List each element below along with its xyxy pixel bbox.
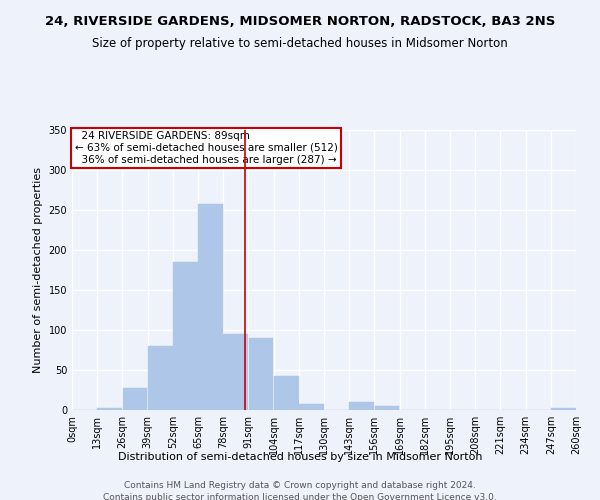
Bar [374,406,400,410]
Bar [349,402,374,410]
Bar [198,204,223,410]
Text: 24, RIVERSIDE GARDENS, MIDSOMER NORTON, RADSTOCK, BA3 2NS: 24, RIVERSIDE GARDENS, MIDSOMER NORTON, … [45,15,555,28]
Text: Contains HM Land Registry data © Crown copyright and database right 2024.: Contains HM Land Registry data © Crown c… [124,481,476,490]
Bar [551,408,576,410]
Bar [299,404,324,410]
Bar [97,408,122,410]
Bar [248,338,274,410]
Bar [223,334,248,410]
Bar [148,346,173,410]
Text: 24 RIVERSIDE GARDENS: 89sqm
← 63% of semi-detached houses are smaller (512)
  36: 24 RIVERSIDE GARDENS: 89sqm ← 63% of sem… [74,132,337,164]
Y-axis label: Number of semi-detached properties: Number of semi-detached properties [33,167,43,373]
Bar [122,388,148,410]
Text: Distribution of semi-detached houses by size in Midsomer Norton: Distribution of semi-detached houses by … [118,452,482,462]
Text: Size of property relative to semi-detached houses in Midsomer Norton: Size of property relative to semi-detach… [92,38,508,51]
Bar [173,262,198,410]
Text: Contains public sector information licensed under the Open Government Licence v3: Contains public sector information licen… [103,492,497,500]
Bar [274,376,299,410]
